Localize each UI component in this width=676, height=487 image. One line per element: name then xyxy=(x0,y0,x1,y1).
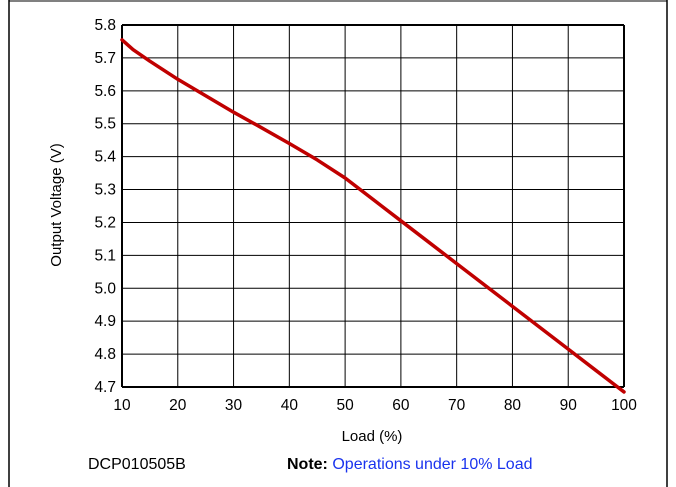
y-tick-label: 5.2 xyxy=(94,214,116,231)
y-tick-label: 4.8 xyxy=(94,346,116,363)
x-tick-label: 90 xyxy=(560,397,578,414)
note-link[interactable]: Operations under 10% Load xyxy=(332,456,533,473)
series-line xyxy=(120,38,626,394)
x-tick-label: 30 xyxy=(225,397,243,414)
y-tick-label: 4.7 xyxy=(94,379,116,396)
series-curve xyxy=(120,38,626,394)
y-axis-label: Output Voltage (V) xyxy=(48,143,65,266)
x-tick-label: 100 xyxy=(611,397,637,414)
x-tick-label: 80 xyxy=(504,397,522,414)
grid-lines xyxy=(121,24,625,388)
y-tick-label: 5.1 xyxy=(94,247,116,264)
x-tick-label: 20 xyxy=(169,397,187,414)
part-number-label: DCP010505B xyxy=(88,456,186,473)
x-tick-label: 50 xyxy=(336,397,354,414)
x-tick-label: 60 xyxy=(392,397,410,414)
x-tick-label: 10 xyxy=(113,397,131,414)
y-tick-label: 4.9 xyxy=(94,313,116,330)
x-tick-label: 70 xyxy=(448,397,466,414)
y-tick-label: 5.5 xyxy=(94,116,116,133)
x-tick-label: 40 xyxy=(281,397,299,414)
x-tick-labels: 10 20 30 40 50 60 70 80 90 100 xyxy=(113,397,637,414)
y-tick-label: 5.3 xyxy=(94,182,116,199)
note-label: Note: xyxy=(287,456,328,473)
y-tick-label: 5.0 xyxy=(94,280,116,297)
x-axis-label: Load (%) xyxy=(342,428,403,445)
y-tick-label: 5.7 xyxy=(94,50,116,67)
y-tick-label: 5.6 xyxy=(94,83,116,100)
y-tick-labels: 4.7 4.8 4.9 5.0 5.1 5.2 5.3 5.4 5.5 5.6 5.7 5.8 xyxy=(94,17,116,396)
note-line: Note: Operations under 10% Load xyxy=(287,456,532,474)
y-tick-label: 5.4 xyxy=(94,149,116,166)
y-tick-label: 5.8 xyxy=(94,17,116,34)
